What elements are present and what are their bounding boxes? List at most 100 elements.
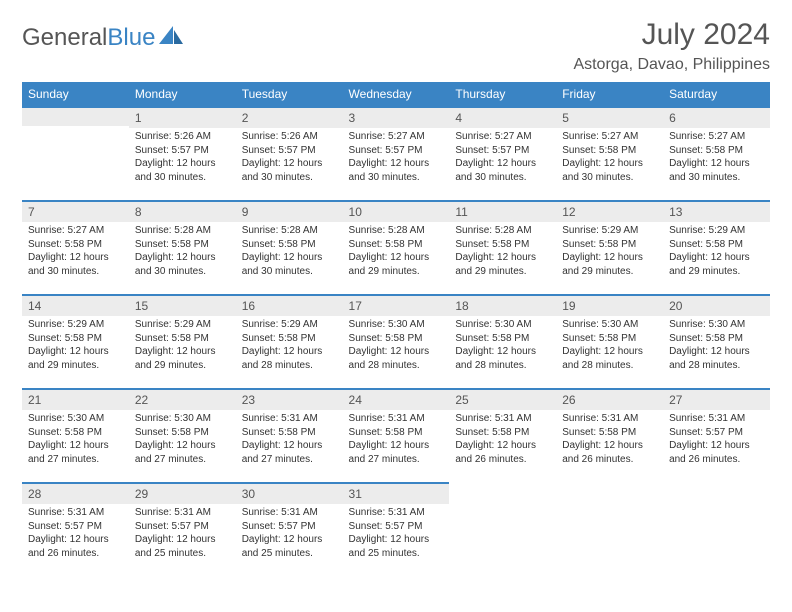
calendar-day-cell: 14Sunrise: 5:29 AMSunset: 5:58 PMDayligh… bbox=[22, 294, 129, 388]
sunrise-text: Sunrise: 5:30 AM bbox=[349, 318, 444, 332]
calendar-day-cell: 4Sunrise: 5:27 AMSunset: 5:57 PMDaylight… bbox=[449, 106, 556, 200]
day-number: 9 bbox=[236, 200, 343, 222]
sunset-text: Sunset: 5:58 PM bbox=[455, 332, 550, 346]
brand-logo: GeneralBlue bbox=[22, 18, 185, 52]
sunrise-text: Sunrise: 5:26 AM bbox=[242, 130, 337, 144]
sunset-text: Sunset: 5:58 PM bbox=[562, 426, 657, 440]
calendar-day-cell: 3Sunrise: 5:27 AMSunset: 5:57 PMDaylight… bbox=[343, 106, 450, 200]
sunrise-text: Sunrise: 5:31 AM bbox=[349, 412, 444, 426]
sunrise-text: Sunrise: 5:26 AM bbox=[135, 130, 230, 144]
sunrise-text: Sunrise: 5:31 AM bbox=[28, 506, 123, 520]
sail-icon bbox=[159, 26, 185, 51]
daylight-text: Daylight: 12 hours and 26 minutes. bbox=[455, 439, 550, 466]
calendar-table: Sunday Monday Tuesday Wednesday Thursday… bbox=[22, 82, 770, 576]
empty-day bbox=[22, 106, 129, 126]
sunset-text: Sunset: 5:58 PM bbox=[669, 238, 764, 252]
sunrise-text: Sunrise: 5:31 AM bbox=[349, 506, 444, 520]
sunset-text: Sunset: 5:58 PM bbox=[455, 426, 550, 440]
sunset-text: Sunset: 5:58 PM bbox=[562, 144, 657, 158]
calendar-week-row: 7Sunrise: 5:27 AMSunset: 5:58 PMDaylight… bbox=[22, 200, 770, 294]
day-number: 12 bbox=[556, 200, 663, 222]
day-number: 28 bbox=[22, 482, 129, 504]
day-number: 13 bbox=[663, 200, 770, 222]
sunrise-text: Sunrise: 5:31 AM bbox=[135, 506, 230, 520]
calendar-week-row: 21Sunrise: 5:30 AMSunset: 5:58 PMDayligh… bbox=[22, 388, 770, 482]
day-number: 10 bbox=[343, 200, 450, 222]
calendar-day-cell: 12Sunrise: 5:29 AMSunset: 5:58 PMDayligh… bbox=[556, 200, 663, 294]
daylight-text: Daylight: 12 hours and 30 minutes. bbox=[135, 157, 230, 184]
day-details: Sunrise: 5:31 AMSunset: 5:58 PMDaylight:… bbox=[556, 410, 663, 470]
sunset-text: Sunset: 5:58 PM bbox=[135, 238, 230, 252]
day-number: 5 bbox=[556, 106, 663, 128]
sunset-text: Sunset: 5:58 PM bbox=[669, 144, 764, 158]
sunset-text: Sunset: 5:57 PM bbox=[28, 520, 123, 534]
weekday-header: Saturday bbox=[663, 82, 770, 106]
day-number: 2 bbox=[236, 106, 343, 128]
day-number: 11 bbox=[449, 200, 556, 222]
day-details: Sunrise: 5:30 AMSunset: 5:58 PMDaylight:… bbox=[22, 410, 129, 470]
day-details: Sunrise: 5:27 AMSunset: 5:58 PMDaylight:… bbox=[663, 128, 770, 188]
weekday-header: Tuesday bbox=[236, 82, 343, 106]
sunrise-text: Sunrise: 5:27 AM bbox=[349, 130, 444, 144]
calendar-day-cell: 17Sunrise: 5:30 AMSunset: 5:58 PMDayligh… bbox=[343, 294, 450, 388]
day-details: Sunrise: 5:29 AMSunset: 5:58 PMDaylight:… bbox=[129, 316, 236, 376]
page-header: GeneralBlue July 2024 Astorga, Davao, Ph… bbox=[22, 18, 770, 74]
day-details: Sunrise: 5:27 AMSunset: 5:57 PMDaylight:… bbox=[449, 128, 556, 188]
day-number: 15 bbox=[129, 294, 236, 316]
brand-part2: Blue bbox=[107, 24, 155, 51]
weekday-header: Wednesday bbox=[343, 82, 450, 106]
day-number: 19 bbox=[556, 294, 663, 316]
daylight-text: Daylight: 12 hours and 25 minutes. bbox=[242, 533, 337, 560]
day-details: Sunrise: 5:26 AMSunset: 5:57 PMDaylight:… bbox=[236, 128, 343, 188]
sunset-text: Sunset: 5:58 PM bbox=[669, 332, 764, 346]
daylight-text: Daylight: 12 hours and 28 minutes. bbox=[669, 345, 764, 372]
daylight-text: Daylight: 12 hours and 26 minutes. bbox=[28, 533, 123, 560]
day-number: 21 bbox=[22, 388, 129, 410]
daylight-text: Daylight: 12 hours and 30 minutes. bbox=[242, 251, 337, 278]
calendar-day-cell: 24Sunrise: 5:31 AMSunset: 5:58 PMDayligh… bbox=[343, 388, 450, 482]
day-details: Sunrise: 5:30 AMSunset: 5:58 PMDaylight:… bbox=[449, 316, 556, 376]
calendar-day-cell: 19Sunrise: 5:30 AMSunset: 5:58 PMDayligh… bbox=[556, 294, 663, 388]
calendar-week-row: 28Sunrise: 5:31 AMSunset: 5:57 PMDayligh… bbox=[22, 482, 770, 576]
daylight-text: Daylight: 12 hours and 27 minutes. bbox=[349, 439, 444, 466]
weekday-header: Monday bbox=[129, 82, 236, 106]
calendar-day-cell bbox=[22, 106, 129, 200]
day-details: Sunrise: 5:31 AMSunset: 5:57 PMDaylight:… bbox=[22, 504, 129, 564]
daylight-text: Daylight: 12 hours and 29 minutes. bbox=[562, 251, 657, 278]
daylight-text: Daylight: 12 hours and 28 minutes. bbox=[455, 345, 550, 372]
sunrise-text: Sunrise: 5:27 AM bbox=[669, 130, 764, 144]
daylight-text: Daylight: 12 hours and 25 minutes. bbox=[135, 533, 230, 560]
calendar-day-cell: 5Sunrise: 5:27 AMSunset: 5:58 PMDaylight… bbox=[556, 106, 663, 200]
day-details: Sunrise: 5:31 AMSunset: 5:57 PMDaylight:… bbox=[236, 504, 343, 564]
day-details: Sunrise: 5:31 AMSunset: 5:58 PMDaylight:… bbox=[343, 410, 450, 470]
calendar-day-cell: 1Sunrise: 5:26 AMSunset: 5:57 PMDaylight… bbox=[129, 106, 236, 200]
sunrise-text: Sunrise: 5:31 AM bbox=[669, 412, 764, 426]
calendar-day-cell: 16Sunrise: 5:29 AMSunset: 5:58 PMDayligh… bbox=[236, 294, 343, 388]
daylight-text: Daylight: 12 hours and 30 minutes. bbox=[669, 157, 764, 184]
sunset-text: Sunset: 5:57 PM bbox=[135, 144, 230, 158]
calendar-day-cell: 25Sunrise: 5:31 AMSunset: 5:58 PMDayligh… bbox=[449, 388, 556, 482]
sunset-text: Sunset: 5:57 PM bbox=[349, 144, 444, 158]
calendar-week-row: 14Sunrise: 5:29 AMSunset: 5:58 PMDayligh… bbox=[22, 294, 770, 388]
sunrise-text: Sunrise: 5:28 AM bbox=[349, 224, 444, 238]
sunset-text: Sunset: 5:57 PM bbox=[669, 426, 764, 440]
sunrise-text: Sunrise: 5:28 AM bbox=[135, 224, 230, 238]
sunset-text: Sunset: 5:57 PM bbox=[135, 520, 230, 534]
sunset-text: Sunset: 5:57 PM bbox=[349, 520, 444, 534]
daylight-text: Daylight: 12 hours and 27 minutes. bbox=[135, 439, 230, 466]
sunset-text: Sunset: 5:58 PM bbox=[349, 332, 444, 346]
calendar-day-cell: 18Sunrise: 5:30 AMSunset: 5:58 PMDayligh… bbox=[449, 294, 556, 388]
day-details: Sunrise: 5:29 AMSunset: 5:58 PMDaylight:… bbox=[236, 316, 343, 376]
daylight-text: Daylight: 12 hours and 25 minutes. bbox=[349, 533, 444, 560]
day-details: Sunrise: 5:30 AMSunset: 5:58 PMDaylight:… bbox=[343, 316, 450, 376]
day-number: 30 bbox=[236, 482, 343, 504]
daylight-text: Daylight: 12 hours and 29 minutes. bbox=[349, 251, 444, 278]
calendar-day-cell: 9Sunrise: 5:28 AMSunset: 5:58 PMDaylight… bbox=[236, 200, 343, 294]
title-block: July 2024 Astorga, Davao, Philippines bbox=[573, 18, 770, 74]
sunset-text: Sunset: 5:58 PM bbox=[28, 332, 123, 346]
calendar-day-cell: 31Sunrise: 5:31 AMSunset: 5:57 PMDayligh… bbox=[343, 482, 450, 576]
day-details: Sunrise: 5:31 AMSunset: 5:57 PMDaylight:… bbox=[663, 410, 770, 470]
sunset-text: Sunset: 5:58 PM bbox=[455, 238, 550, 252]
sunset-text: Sunset: 5:58 PM bbox=[242, 426, 337, 440]
calendar-day-cell bbox=[556, 482, 663, 576]
